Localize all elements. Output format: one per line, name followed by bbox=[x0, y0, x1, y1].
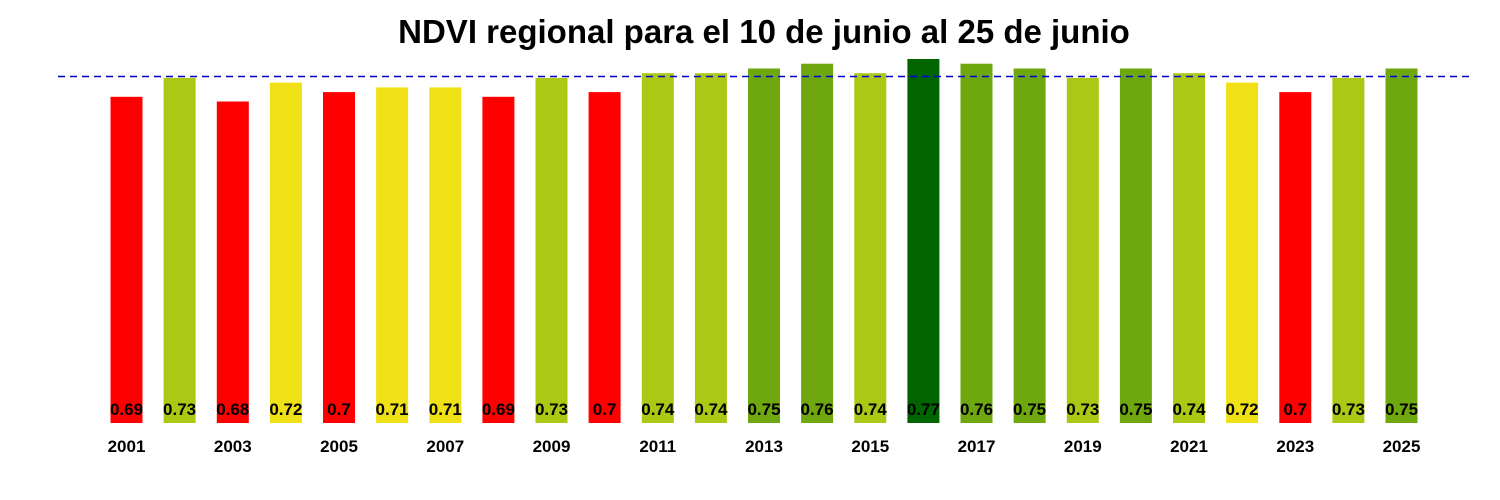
x-tick-2001: 2001 bbox=[108, 437, 146, 456]
bar-2024 bbox=[1332, 77, 1365, 424]
bar-2010 bbox=[588, 92, 621, 423]
bar-2018 bbox=[1013, 68, 1046, 423]
bar-2011 bbox=[641, 73, 674, 423]
value-label-2002: 0.73 bbox=[163, 400, 196, 419]
value-label-2013: 0.75 bbox=[747, 400, 780, 419]
bar-2009 bbox=[535, 77, 568, 424]
bar-2025 bbox=[1385, 68, 1418, 423]
x-tick-2003: 2003 bbox=[214, 437, 252, 456]
bar-2022 bbox=[1226, 82, 1259, 423]
x-tick-2007: 2007 bbox=[426, 437, 464, 456]
bar-2006 bbox=[376, 87, 409, 424]
bar-2005 bbox=[323, 92, 355, 423]
value-label-2001: 0.69 bbox=[110, 400, 143, 419]
value-label-2018: 0.75 bbox=[1013, 400, 1046, 419]
x-tick-2019: 2019 bbox=[1064, 437, 1102, 456]
value-label-2008: 0.69 bbox=[482, 400, 515, 419]
value-label-2022: 0.72 bbox=[1226, 400, 1259, 419]
x-tick-2015: 2015 bbox=[851, 437, 889, 456]
bar-2004 bbox=[269, 82, 302, 423]
bar-2023 bbox=[1279, 92, 1312, 423]
chart-title: NDVI regional para el 10 de junio al 25 … bbox=[398, 13, 1130, 50]
value-label-2024: 0.73 bbox=[1332, 400, 1365, 419]
value-label-2006: 0.71 bbox=[376, 400, 409, 419]
bar-2013 bbox=[748, 68, 780, 423]
x-tick-2009: 2009 bbox=[533, 437, 571, 456]
value-labels-group: 0.69 0.73 0.68 0.72 0.7 0.71 0.71 0.69 0.73 0.7 0.… bbox=[110, 400, 1418, 419]
value-label-2017: 0.76 bbox=[960, 400, 993, 419]
value-label-2023: 0.7 bbox=[1283, 400, 1307, 419]
value-label-2004: 0.72 bbox=[269, 400, 302, 419]
value-label-2020: 0.75 bbox=[1119, 400, 1152, 419]
value-label-2005: 0.7 bbox=[327, 400, 351, 419]
value-label-2007: 0.71 bbox=[429, 400, 462, 419]
value-label-2021: 0.74 bbox=[1172, 400, 1206, 419]
x-tick-2005: 2005 bbox=[320, 437, 358, 456]
value-label-2003: 0.68 bbox=[216, 400, 249, 419]
value-label-2016: 0.77 bbox=[907, 400, 940, 419]
value-label-2009: 0.73 bbox=[535, 400, 568, 419]
x-tick-2021: 2021 bbox=[1170, 437, 1208, 456]
x-tick-2023: 2023 bbox=[1276, 437, 1314, 456]
bar-2007 bbox=[429, 87, 462, 424]
bar-2015 bbox=[854, 73, 887, 423]
bar-2001 bbox=[110, 96, 143, 424]
value-label-2010: 0.7 bbox=[593, 400, 617, 419]
x-axis-tick-labels: 2001 2003 2005 2007 2009 2011 2013 2015 2017 2019… bbox=[108, 437, 1421, 456]
value-label-2025: 0.75 bbox=[1385, 400, 1418, 419]
bar-2019 bbox=[1066, 77, 1099, 424]
bar-2021 bbox=[1173, 73, 1205, 423]
x-tick-2011: 2011 bbox=[639, 437, 676, 456]
value-label-2011: 0.74 bbox=[641, 400, 675, 419]
bar-2014 bbox=[801, 63, 834, 423]
value-label-2015: 0.74 bbox=[854, 400, 888, 419]
x-tick-2013: 2013 bbox=[745, 437, 783, 456]
bars-group bbox=[110, 59, 1418, 424]
value-label-2019: 0.73 bbox=[1066, 400, 1099, 419]
bar-2008 bbox=[482, 96, 515, 424]
x-tick-2017: 2017 bbox=[958, 437, 996, 456]
bar-2012 bbox=[694, 73, 727, 423]
bar-2016 bbox=[907, 59, 940, 423]
bar-2002 bbox=[163, 77, 196, 424]
value-label-2012: 0.74 bbox=[694, 400, 728, 419]
bar-2003 bbox=[216, 101, 249, 423]
bar-2020 bbox=[1119, 68, 1152, 423]
value-label-2014: 0.76 bbox=[801, 400, 834, 419]
x-tick-2025: 2025 bbox=[1383, 437, 1421, 456]
bar-2017 bbox=[960, 63, 993, 423]
